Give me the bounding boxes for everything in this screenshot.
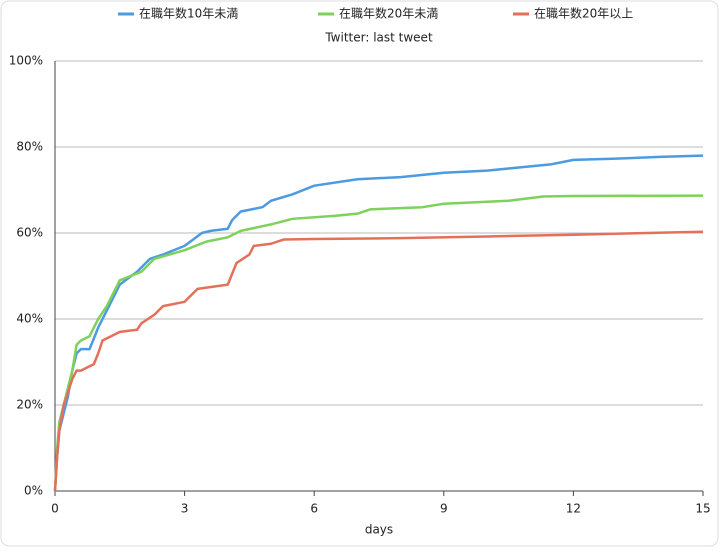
series-line	[53, 154, 704, 492]
x-tick-label: 9	[440, 502, 448, 516]
x-tick-label: 3	[181, 502, 189, 516]
legend-label: 在職年数20年未満	[339, 6, 438, 21]
legend-label: 在職年数10年未満	[139, 6, 238, 21]
series-line	[53, 230, 704, 492]
x-tick-label: 0	[51, 502, 59, 516]
series-line	[53, 194, 704, 492]
x-tick-label: 6	[310, 502, 318, 516]
y-tick-label: 0%	[24, 484, 43, 498]
x-tick-label: 15	[695, 502, 710, 516]
chart-title: Twitter: last tweet	[324, 31, 433, 45]
y-tick-label: 100%	[9, 54, 43, 68]
legend-label: 在職年数20年以上	[534, 6, 633, 21]
y-tick-label: 40%	[16, 312, 43, 326]
x-tick-label: 12	[566, 502, 581, 516]
y-tick-label: 20%	[16, 398, 43, 412]
y-tick-label: 60%	[16, 226, 43, 240]
x-axis-label: days	[365, 523, 393, 537]
y-tick-label: 80%	[16, 140, 43, 154]
